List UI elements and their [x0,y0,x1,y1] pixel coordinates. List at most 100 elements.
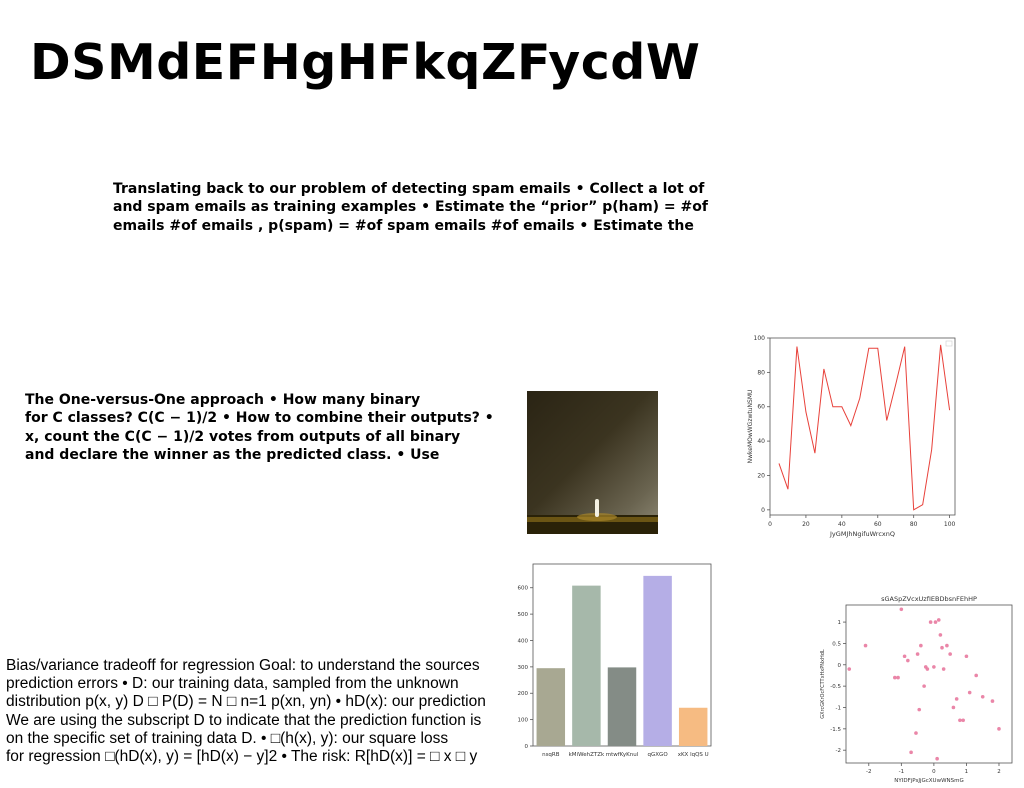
photo-candle [595,499,599,517]
legend-box [945,340,953,347]
y-tick-label: 600 [518,586,529,592]
y-tick-label: 20 [757,472,765,479]
x-tick-label: -1 [899,769,904,775]
scatter-point [922,684,926,688]
x-tick-label: 60 [874,521,882,528]
scatter-point [935,756,939,761]
scatter-point [925,667,930,671]
x-tick-label: 1 [965,769,969,775]
y-axis-label: NwkeMOwWGzwtuNSMU [747,390,754,464]
scatter-point [906,658,910,663]
x-tick-label: 40 [838,521,846,528]
scatter-point [847,667,852,671]
plot-frame [845,604,1013,764]
candle-photo-graphic [527,499,658,534]
text-line: The One-versus-One approach • How many b… [25,392,421,408]
scatter-point [863,643,868,648]
text-line: We are using the subscript D to indicate… [6,711,482,729]
text-line: on the specific set of training data D. … [6,729,449,747]
x-tick-label: 0 [768,521,772,528]
x-tick-label: nsqRB [542,752,560,758]
y-tick-label: 100 [754,335,766,342]
scatter-point [954,697,959,701]
text-line: Bias/variance tradeoff for regression Go… [6,657,480,674]
scatter-point [909,750,913,755]
scatter-point [997,727,1001,731]
scatter-point [974,673,978,678]
scatter-point [917,707,922,712]
y-tick-label: 0.5 [832,641,841,647]
y-tick-label: 200 [518,691,529,697]
scatter-point [936,618,941,622]
scatter-point [958,718,962,723]
x-tick-label: qGXGO [648,752,669,758]
x-tick-label: kMiWehZTZk [569,752,605,758]
y-tick-label: -1 [836,705,841,711]
text-line: for C classes? C(C − 1)/2 • How to combi… [25,410,494,427]
text-line: emails #of emails , p(spam) = #of spam e… [113,217,694,234]
scatter-point [990,699,995,703]
y-tick-label: 500 [518,612,529,618]
scatter-point [893,675,897,680]
scatter-point [945,643,949,648]
x-tick-label: 20 [802,521,810,528]
scatter-point [932,665,936,669]
y-tick-label: 60 [757,404,765,411]
text-line: Translating back to our problem of detec… [113,181,705,197]
y-tick-label: 0 [761,507,765,514]
text-block-one-vs-one: The One-versus-One approach • How many b… [25,391,515,464]
scatter-point [938,633,943,637]
scatter-chart: sGASpZVcxUzfIEBDbsnFEhHP -2 -1 0 1 2 -2 -1.5 -1 -… [820,595,1013,784]
scatter-point [933,620,938,624]
chart-title: sGASpZVcxUzfIEBDbsnFEhHP [881,595,977,603]
x-tick-label: -2 [866,769,871,775]
text-line: for regression □(hD(x), y) = [hD(x) − y]… [6,748,478,766]
scatter-point [914,731,918,735]
y-tick-label: 1 [838,620,842,626]
scatter-point [902,654,907,659]
page-title: DSMdEFHgHFkqZFycdW [30,34,701,91]
x-tick-label: mtwfKyKnul [606,752,639,758]
scatter-point [896,675,900,680]
bar [536,668,566,746]
plot-frame [769,337,956,516]
scatter-point [941,667,946,671]
scatter-point [948,652,952,656]
bar [678,707,708,746]
text-line: prediction errors • D: our training data… [6,675,459,693]
scatter-point [899,607,904,612]
scatter-point [919,643,923,648]
y-tick-label: -0.5 [830,684,841,690]
y-tick-label: 40 [757,438,765,445]
x-tick-label: 2 [997,769,1001,775]
y-tick-label: 80 [757,369,765,376]
y-tick-label: 100 [518,718,529,724]
x-tick-label: 100 [944,521,956,528]
y-tick-label: 0 [525,744,529,750]
bar [572,585,601,746]
candle-photo [527,391,658,534]
scatter-point [961,718,965,723]
text-line: x, count the C(C − 1)/2 votes from outpu… [25,428,461,445]
text-block-bias-variance: Bias/variance tradeoff for regression Go… [6,657,506,766]
y-tick-label: 0 [838,663,842,669]
x-tick-label: 80 [910,521,918,528]
y-tick-label: 400 [518,638,529,644]
scatter-point [915,652,920,656]
y-tick-label: -1.5 [830,727,841,733]
scatter-point [980,695,985,699]
bar [643,575,672,746]
scatter-point [928,620,933,624]
text-line: and spam emails as training examples • E… [113,199,708,216]
scatter-point [940,645,944,650]
x-axis-label: JyGMJhNgifuWrcxnQ [829,530,895,538]
series-line [778,344,951,511]
text-block-spam: Translating back to our problem of detec… [113,180,743,235]
scatter-point [951,705,956,710]
scatter-point [964,654,969,659]
bar [607,667,637,746]
y-tick-label: -2 [836,748,841,754]
bar-chart: 0 100 200 300 400 500 600 nsqRB kMiWehZTZk mtwfKy… [518,563,712,758]
text-line: distribution p(x, y) D □ P(D) = N □ n=1 … [6,693,486,711]
line-chart: 0 20 40 60 80 100 0 20 40 60 80 100 JyGMJhNgifuWrcxn… [747,335,956,538]
